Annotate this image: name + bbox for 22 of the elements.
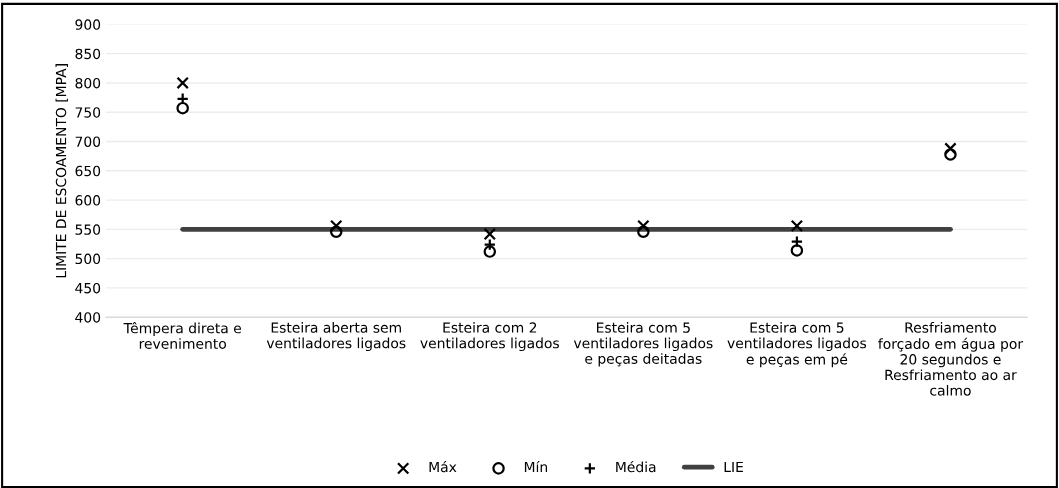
x-tick-label: Esteira com 2 ventiladores ligados (420, 322, 559, 352)
legend-label: Máx (429, 460, 457, 473)
legend-label: Média (616, 460, 656, 473)
y-tick-label: 400 (75, 312, 101, 323)
y-tick-label: 750 (75, 107, 101, 118)
y-tick-label: 450 (75, 282, 101, 294)
y-tick-label: 600 (75, 195, 101, 206)
x-tick-label: Esteira com 5 ventiladores ligados e peças deitadas (573, 322, 713, 367)
x-tick-label: Esteira aberta sem ventiladores ligados (266, 322, 406, 352)
legend-label: Mín (524, 460, 548, 473)
legend-label: LIE (724, 461, 743, 473)
x-tick-label: Esteira com 5 ventiladores ligados e peças em pé (727, 322, 867, 368)
y-tick-label: 650 (75, 165, 101, 177)
y-tick-label: 900 (75, 19, 101, 30)
y-tick-label: 700 (75, 136, 101, 147)
y-tick-label: 800 (75, 77, 101, 89)
y-tick-label: 850 (75, 48, 101, 60)
y-axis-title: LIMITE DE ESCOAMENTO [MPA] (55, 64, 68, 278)
y-tick-label: 550 (75, 224, 101, 235)
y-tick-label: 500 (75, 253, 101, 265)
x-tick-label: Têmpera direta e revenimento (123, 322, 242, 349)
x-tick-label: Resfriamento forçado em água por 20 segundos e Resfriamento ao ar calmo (878, 322, 1024, 396)
